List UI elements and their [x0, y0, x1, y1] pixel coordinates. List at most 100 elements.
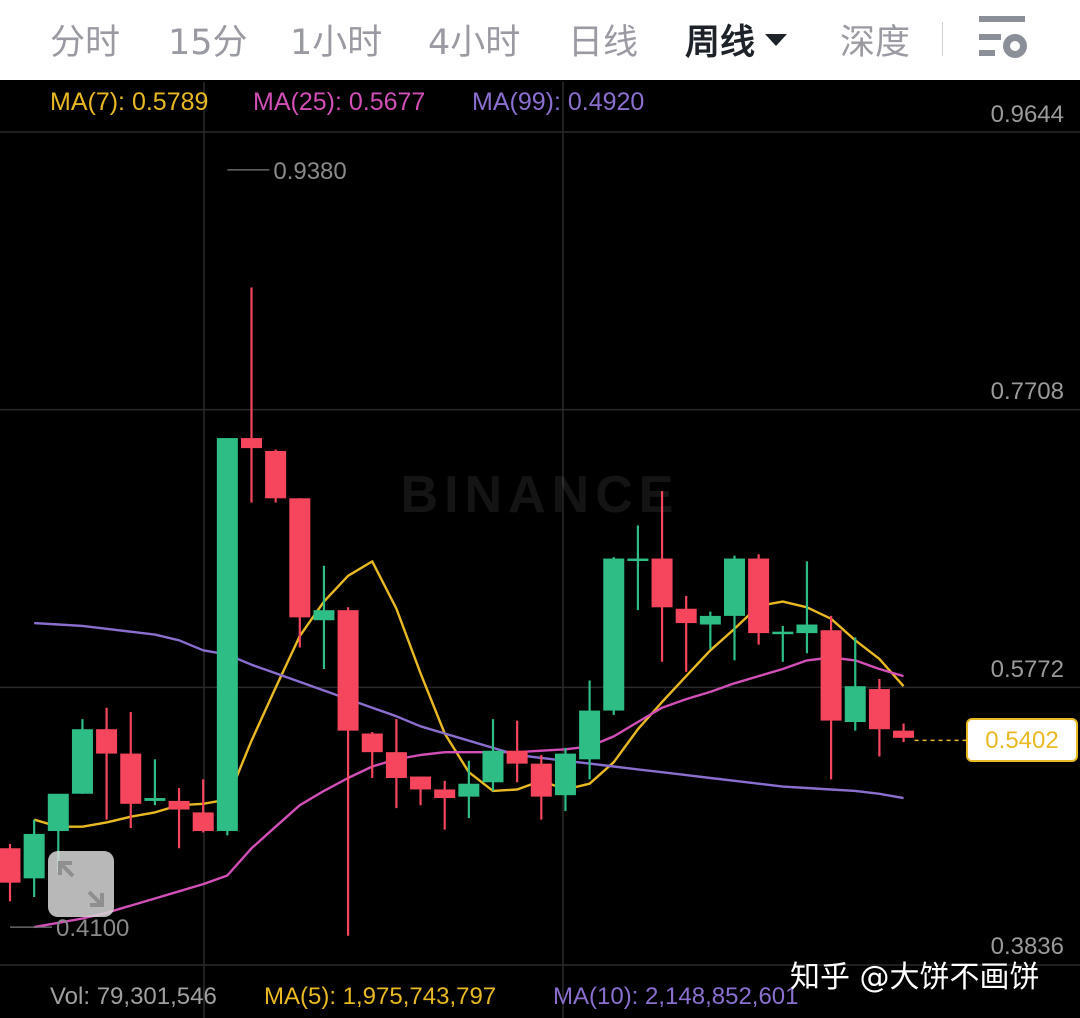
tab-weekly[interactable]: 周线	[685, 14, 788, 65]
bearish-candle	[820, 615, 842, 780]
candle-body	[458, 783, 480, 797]
chevron-down-icon	[765, 34, 788, 46]
candle-body	[627, 558, 649, 562]
candle-body	[796, 624, 818, 634]
candlestick-chart[interactable]: BINANCE 0.9380 0.4100 MA(7): 0.5789 MA(25…	[0, 80, 1080, 1018]
bullish-candle	[554, 747, 576, 811]
candle-body	[120, 753, 142, 804]
tab-15min[interactable]: 15分	[168, 23, 248, 63]
tab-depth[interactable]: 深度	[840, 23, 911, 63]
ma7-label: MA(7): 0.5789	[50, 88, 208, 116]
candle-body	[434, 789, 456, 799]
ma25-label: MA(25): 0.5677	[253, 88, 425, 116]
candle-body	[337, 610, 359, 731]
bullish-candle	[844, 637, 866, 731]
bullish-candle	[313, 565, 335, 669]
candle-body	[265, 450, 287, 499]
volume-ma10-label: MA(10): 2,148,852,601	[553, 983, 799, 1010]
bearish-candle	[120, 712, 142, 829]
candle-body	[603, 558, 625, 711]
y-tick-label: 0.3836	[991, 933, 1064, 960]
site-watermark: 知乎 @大饼不画饼	[790, 960, 1040, 995]
bearish-candle	[530, 755, 552, 820]
candle-body	[0, 848, 21, 883]
bearish-candle	[265, 449, 287, 503]
candle-body	[168, 800, 190, 810]
bullish-candle	[772, 625, 794, 662]
volume-ma5-label: MA(5): 1,975,743,797	[264, 983, 496, 1010]
bearish-candle	[651, 491, 673, 662]
bearish-candle	[675, 595, 697, 672]
bullish-candle	[699, 611, 721, 649]
ma25-line	[33, 656, 904, 929]
tab-1hour[interactable]: 1小时	[290, 23, 383, 63]
bearish-candle	[96, 707, 118, 820]
bullish-candle	[579, 680, 601, 780]
candle-body	[482, 750, 504, 783]
expand-icon	[58, 861, 104, 907]
current-price-label: 0.5402	[985, 727, 1058, 754]
candle-body	[410, 776, 432, 790]
candle-body	[23, 833, 45, 879]
candle-body	[579, 710, 601, 760]
bullish-candle	[796, 561, 818, 654]
bearish-candle	[410, 776, 432, 806]
bullish-candle	[216, 438, 238, 836]
tab-daily[interactable]: 日线	[568, 23, 639, 63]
fullscreen-button[interactable]	[48, 851, 114, 917]
ma99-line	[34, 621, 904, 800]
candle-body	[748, 558, 770, 634]
bearish-candle	[506, 720, 528, 783]
low-price-label: 0.4100	[56, 915, 129, 942]
bearish-candle	[289, 498, 311, 648]
bearish-candle	[893, 723, 915, 743]
bearish-candle	[168, 788, 190, 849]
bullish-candle	[458, 760, 480, 819]
bullish-candle	[71, 719, 93, 794]
candle-body	[385, 752, 407, 778]
candle-body	[699, 615, 721, 625]
binance-watermark: BINANCE	[401, 466, 680, 524]
bullish-candle	[144, 759, 166, 806]
candle-body	[47, 793, 69, 832]
candle-body	[71, 729, 93, 794]
candle-body	[868, 689, 890, 730]
candle-body	[820, 630, 842, 721]
candle-body	[772, 631, 794, 635]
candle-body	[313, 610, 335, 621]
y-tick-label: 0.9644	[991, 101, 1064, 128]
timeframe-bar: 分时 15分 1小时 4小时 日线 周线 深度	[0, 0, 1080, 80]
candle-body	[530, 763, 552, 797]
divider	[942, 22, 943, 56]
candle-body	[675, 608, 697, 624]
candle-body	[96, 729, 118, 754]
tab-weekly-label: 周线	[685, 23, 756, 63]
candle-body	[144, 798, 166, 801]
current-price-tag: 0.5402	[966, 718, 1078, 762]
candle-body	[361, 733, 383, 753]
bearish-candle	[337, 607, 359, 936]
tab-time-sharing[interactable]: 分时	[50, 23, 121, 63]
y-tick-label: 0.5772	[991, 656, 1064, 683]
candle-body	[554, 753, 576, 796]
bullish-candle	[603, 557, 625, 715]
bearish-candle	[192, 779, 214, 833]
bearish-candle	[868, 679, 890, 757]
bearish-candle	[748, 554, 770, 645]
bearish-candle	[241, 287, 262, 503]
bearish-candle	[434, 780, 456, 830]
volume-label: Vol: 79,301,546	[50, 983, 217, 1010]
candle-body	[893, 730, 915, 738]
tab-4hour[interactable]: 4小时	[428, 23, 521, 63]
candle-body	[844, 686, 866, 723]
bullish-candle	[482, 719, 504, 791]
candle-body	[506, 750, 528, 764]
candle-body	[289, 498, 311, 618]
ma99-label: MA(99): 0.4920	[472, 88, 644, 116]
chart-settings-icon[interactable]	[975, 12, 1031, 64]
bullish-candle	[627, 525, 649, 611]
bullish-candle	[724, 555, 745, 661]
y-tick-label: 0.7708	[991, 378, 1064, 405]
high-price-label: 0.9380	[273, 158, 346, 185]
bearish-candle	[361, 732, 383, 778]
